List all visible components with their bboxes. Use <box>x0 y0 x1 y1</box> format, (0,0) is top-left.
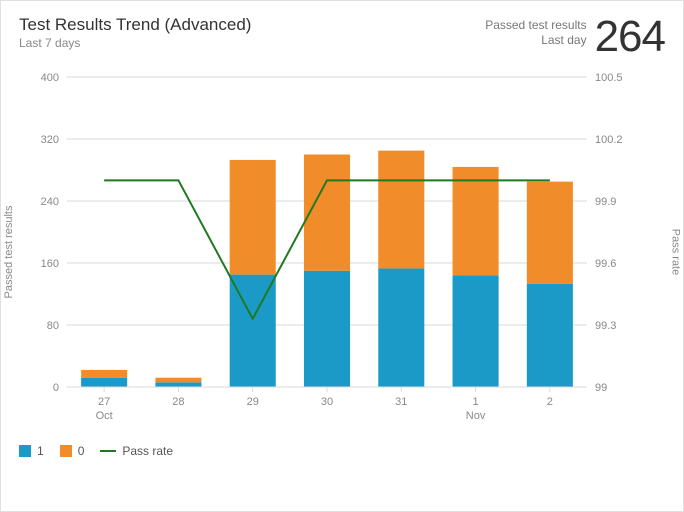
svg-text:99: 99 <box>595 382 607 394</box>
svg-text:400: 400 <box>41 72 59 84</box>
legend-item: Pass rate <box>100 444 173 458</box>
bar-bottom <box>378 268 424 387</box>
bar-bottom <box>304 271 350 387</box>
svg-text:240: 240 <box>41 196 59 208</box>
legend-line-swatch <box>100 450 116 452</box>
svg-text:320: 320 <box>41 134 59 146</box>
legend-swatch <box>60 445 72 457</box>
svg-text:100.5: 100.5 <box>595 72 623 84</box>
title-block: Test Results Trend (Advanced) Last 7 day… <box>19 15 251 50</box>
bar-bottom <box>453 275 499 387</box>
bar-top <box>230 160 276 275</box>
bar-bottom <box>527 284 573 387</box>
legend-item: 0 <box>60 444 85 458</box>
bar-top <box>155 378 201 383</box>
bar-top <box>378 151 424 269</box>
metric-label-1: Passed test results <box>485 18 586 33</box>
svg-text:Oct: Oct <box>96 410 113 422</box>
svg-text:1: 1 <box>473 396 479 408</box>
bar-bottom <box>230 275 276 387</box>
bar-top <box>81 370 127 378</box>
chart-area: Passed test results Pass rate 0801602403… <box>19 69 665 434</box>
svg-text:99.9: 99.9 <box>595 196 616 208</box>
legend-label: 0 <box>78 444 85 458</box>
chart-svg: 0 80 160 240 320 400 99 99.3 99.6 99.9 100.2 100.5 2… <box>19 69 629 429</box>
card-header: Test Results Trend (Advanced) Last 7 day… <box>19 15 665 59</box>
metric-value: 264 <box>595 15 665 59</box>
metric-label-2: Last day <box>541 33 586 48</box>
svg-text:29: 29 <box>247 396 259 408</box>
bar-bottom <box>81 378 127 387</box>
bar-top <box>527 182 573 284</box>
legend-label: 1 <box>37 444 44 458</box>
svg-text:100.2: 100.2 <box>595 134 623 146</box>
legend-item: 1 <box>19 444 44 458</box>
y-left-axis-label: Passed test results <box>3 205 15 298</box>
chart-legend: 1 0 Pass rate <box>19 444 665 458</box>
svg-text:27: 27 <box>98 396 110 408</box>
bar-top <box>304 155 350 271</box>
svg-text:30: 30 <box>321 396 333 408</box>
svg-text:99.6: 99.6 <box>595 258 616 270</box>
svg-text:28: 28 <box>172 396 184 408</box>
svg-text:0: 0 <box>53 382 59 394</box>
svg-text:Nov: Nov <box>466 410 486 422</box>
legend-label: Pass rate <box>122 444 173 458</box>
bar-bottom <box>155 382 201 387</box>
svg-text:99.3: 99.3 <box>595 320 616 332</box>
svg-text:160: 160 <box>41 258 59 270</box>
metric-block: Passed test results Last day 264 <box>485 15 665 59</box>
svg-text:80: 80 <box>47 320 59 332</box>
dashboard-card: Test Results Trend (Advanced) Last 7 day… <box>0 0 684 512</box>
metric-labels: Passed test results Last day <box>485 18 586 48</box>
card-title: Test Results Trend (Advanced) <box>19 15 251 35</box>
bar-top <box>453 167 499 276</box>
svg-text:31: 31 <box>395 396 407 408</box>
card-subtitle: Last 7 days <box>19 36 251 50</box>
y-right-axis-label: Pass rate <box>669 228 681 274</box>
svg-text:2: 2 <box>547 396 553 408</box>
legend-swatch <box>19 445 31 457</box>
